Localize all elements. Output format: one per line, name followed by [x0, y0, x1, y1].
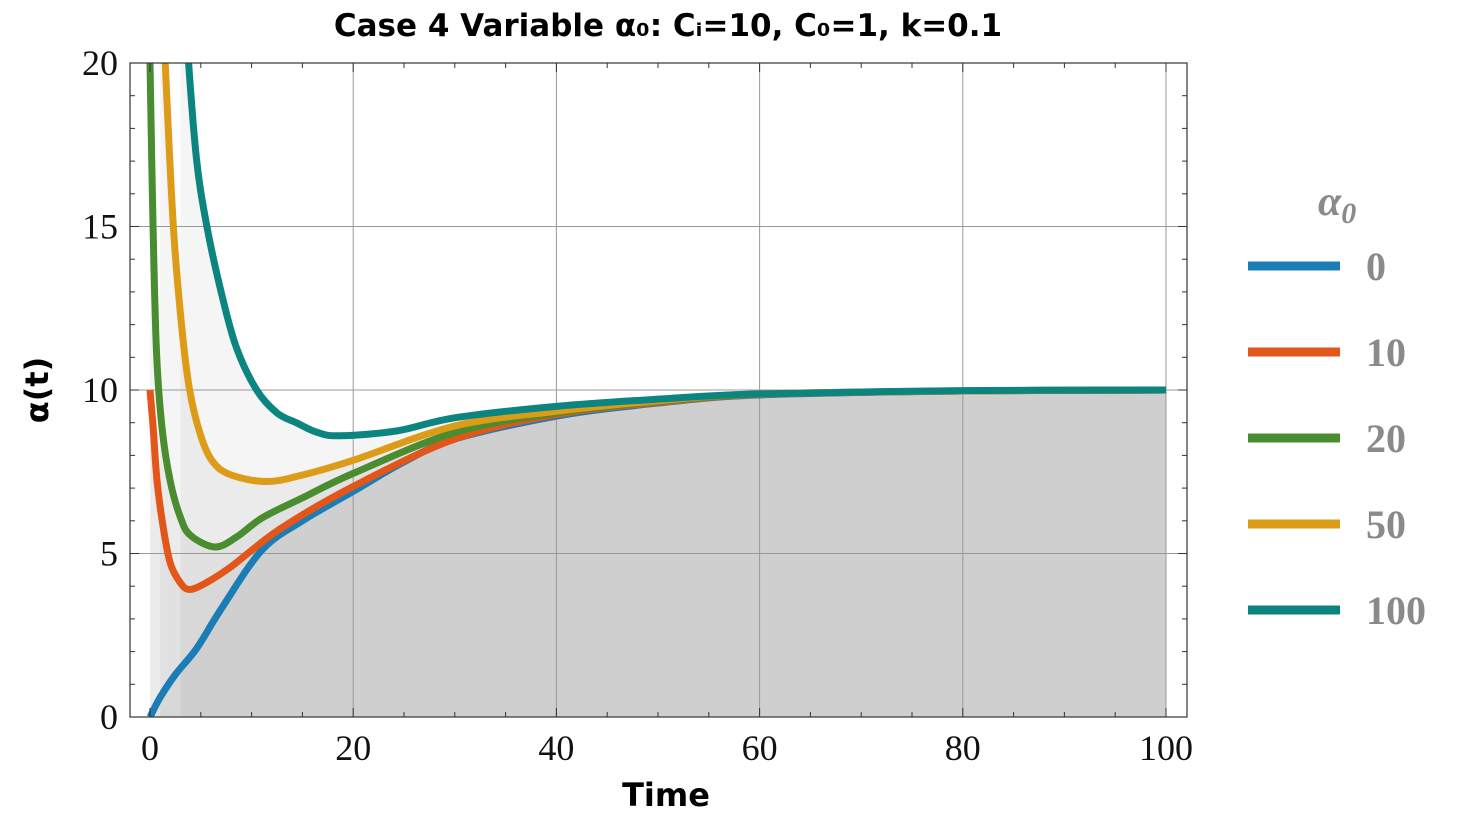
y-tick-label: 15: [82, 207, 118, 247]
fill-area-100: [180, 63, 1166, 717]
fill-areas: [150, 63, 1166, 717]
x-tick-label: 0: [141, 728, 159, 768]
y-tick-label: 0: [100, 697, 118, 737]
series-line-100: [185, 63, 1167, 440]
x-tick-label: 20: [335, 728, 371, 768]
series-lines: [146, 63, 1167, 717]
x-tick-label: 40: [538, 728, 574, 768]
gridlines: [130, 63, 1187, 717]
legend-label-10: 10: [1366, 330, 1406, 375]
y-tick-label: 20: [82, 43, 118, 83]
y-axis-label: α(t): [18, 357, 56, 424]
legend-label-20: 20: [1366, 416, 1406, 461]
legend: α0 0 10 20 50 100: [1248, 179, 1426, 633]
x-tick-label: 100: [1139, 728, 1193, 768]
x-axis-label: Time: [622, 776, 710, 814]
x-tick-label: 80: [945, 728, 981, 768]
y-tick-label: 10: [82, 370, 118, 410]
y-tick-label: 5: [100, 534, 118, 574]
legend-label-50: 50: [1366, 502, 1406, 547]
legend-label-100: 100: [1366, 588, 1426, 633]
ticks: 0 20 40 60 80 100 0 5 10 15 20: [82, 43, 1193, 768]
x-tick-label: 60: [742, 728, 778, 768]
chart-title: Case 4 Variable α₀: Cᵢ=10, C₀=1, k=0.1: [334, 8, 1002, 44]
legend-label-0: 0: [1366, 244, 1386, 289]
legend-title: α0: [1318, 179, 1356, 230]
